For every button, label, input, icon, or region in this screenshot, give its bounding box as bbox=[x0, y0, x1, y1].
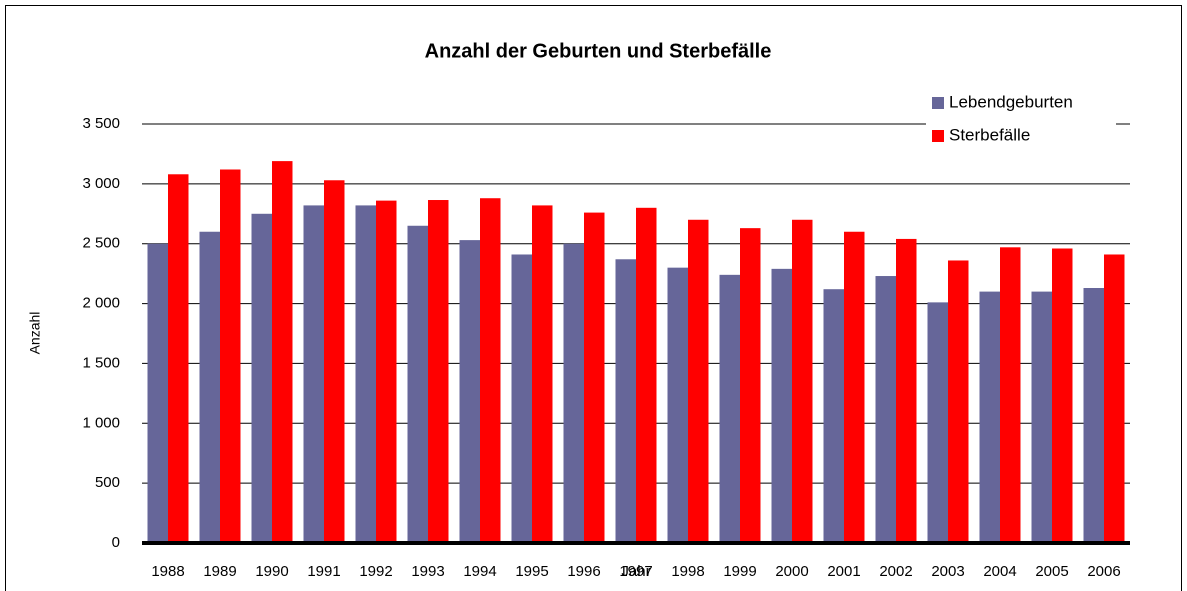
x-tick-label: 1996 bbox=[567, 563, 600, 580]
bar bbox=[823, 289, 844, 543]
bar bbox=[615, 259, 636, 543]
x-tick-label: 1991 bbox=[307, 563, 340, 580]
bar bbox=[251, 213, 272, 544]
legend-swatch bbox=[932, 97, 944, 109]
x-axis-label: Jahr bbox=[621, 563, 650, 580]
bar bbox=[844, 231, 865, 543]
bar bbox=[220, 169, 241, 543]
x-tick-label: 1997 bbox=[619, 563, 652, 580]
bar bbox=[584, 212, 605, 544]
y-tick-label: 1 000 bbox=[82, 414, 120, 431]
y-axis-label: Anzahl bbox=[27, 312, 43, 355]
bar bbox=[927, 302, 948, 543]
x-tick-label: 2003 bbox=[931, 563, 964, 580]
bar bbox=[303, 205, 324, 544]
bar bbox=[511, 254, 532, 543]
bar bbox=[147, 243, 168, 543]
bar bbox=[199, 231, 220, 543]
bar bbox=[376, 200, 397, 544]
y-tick-label: 0 bbox=[112, 534, 120, 551]
x-tick-label: 2004 bbox=[983, 563, 1016, 580]
x-tick-label: 1993 bbox=[411, 563, 444, 580]
bar bbox=[896, 238, 917, 543]
bar bbox=[168, 174, 189, 543]
bar bbox=[480, 198, 501, 544]
y-tick-label: 500 bbox=[95, 474, 120, 491]
x-tick-label: 1990 bbox=[255, 563, 288, 580]
bar bbox=[1083, 288, 1104, 543]
x-tick-label: 1992 bbox=[359, 563, 392, 580]
legend-background bbox=[926, 90, 1116, 152]
x-tick-label: 1995 bbox=[515, 563, 548, 580]
bar bbox=[428, 200, 449, 544]
bar bbox=[636, 207, 657, 544]
bar bbox=[1104, 254, 1125, 543]
bar bbox=[1031, 291, 1052, 543]
bar bbox=[719, 274, 740, 543]
legend-label: Sterbefälle bbox=[949, 125, 1030, 144]
x-tick-label: 1994 bbox=[463, 563, 496, 580]
legend-label: Lebendgeburten bbox=[949, 92, 1073, 111]
bar bbox=[740, 228, 761, 543]
x-tick-label: 1998 bbox=[671, 563, 704, 580]
bar bbox=[532, 205, 553, 544]
bar bbox=[979, 291, 1000, 543]
y-tick-label: 3 000 bbox=[82, 175, 120, 192]
bar bbox=[563, 243, 584, 543]
bar bbox=[688, 219, 709, 543]
y-tick-label: 3 500 bbox=[82, 115, 120, 132]
bar bbox=[1000, 247, 1021, 543]
x-tick-label: 1989 bbox=[203, 563, 236, 580]
y-tick-label: 2 000 bbox=[82, 295, 120, 312]
x-tick-label: 2006 bbox=[1087, 563, 1120, 580]
bar bbox=[792, 219, 813, 543]
bar bbox=[324, 180, 345, 543]
bar bbox=[771, 268, 792, 543]
bar bbox=[1052, 248, 1073, 543]
x-tick-label: 2002 bbox=[879, 563, 912, 580]
bar bbox=[875, 276, 896, 543]
bar bbox=[407, 225, 428, 543]
bar bbox=[948, 260, 969, 543]
bar bbox=[667, 267, 688, 543]
x-tick-label: 1988 bbox=[151, 563, 184, 580]
bar bbox=[355, 205, 376, 544]
x-tick-label: 2000 bbox=[775, 563, 808, 580]
x-tick-label: 2005 bbox=[1035, 563, 1068, 580]
x-tick-label: 2001 bbox=[827, 563, 860, 580]
y-tick-label: 1 500 bbox=[82, 354, 120, 371]
y-tick-label: 2 500 bbox=[82, 235, 120, 252]
x-tick-label: 1999 bbox=[723, 563, 756, 580]
chart-title: Anzahl der Geburten und Sterbefälle bbox=[425, 40, 772, 62]
legend-swatch bbox=[932, 130, 944, 142]
bar bbox=[459, 240, 480, 543]
bar bbox=[272, 161, 293, 543]
